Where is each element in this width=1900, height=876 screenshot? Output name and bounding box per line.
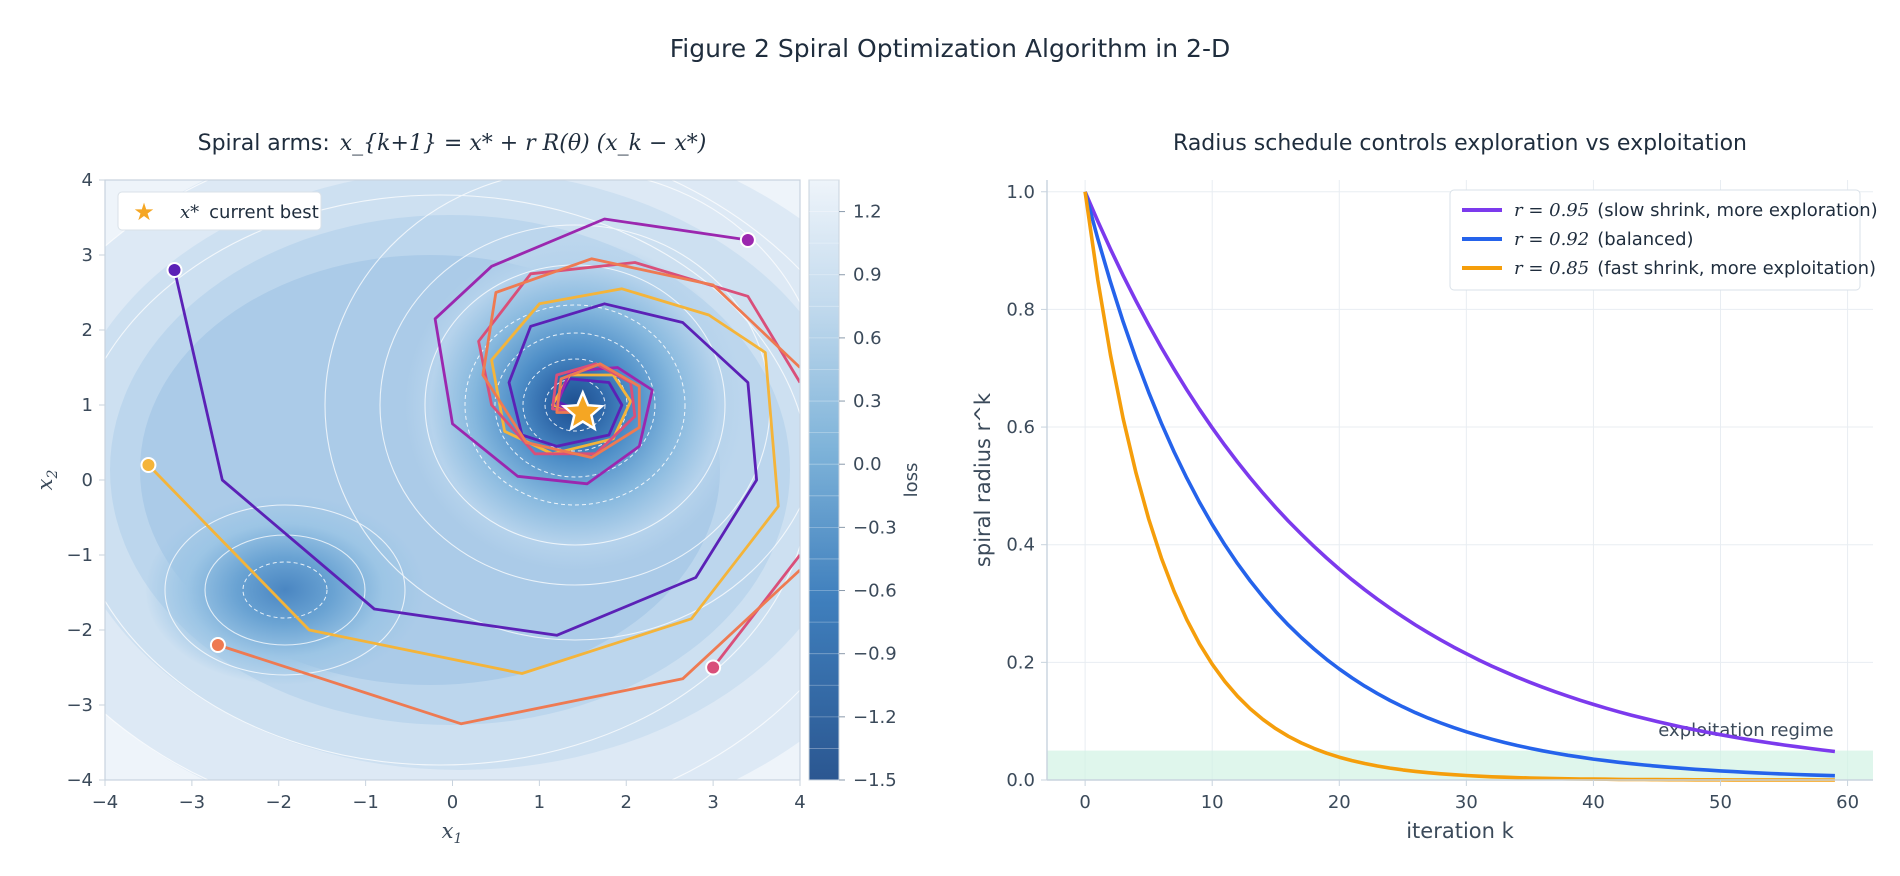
colorbar-label: loss (901, 463, 922, 498)
start-points (140, 232, 756, 676)
spiral-trajectory (173, 269, 758, 637)
colorbar-tick-label: 0.9 (853, 265, 882, 286)
colorbar-tick-label: 0.3 (853, 391, 882, 412)
spiral-trajectory (147, 287, 780, 675)
colorbar-tick-label: 0.0 (853, 454, 882, 475)
radius-legend-label: r = 0.95 (slow shrink, more exploration) (1514, 200, 1878, 221)
contour-xtick-label: −2 (265, 792, 292, 813)
best-point-marker (560, 389, 605, 432)
contour-xtick-label: 0 (447, 792, 458, 813)
contour-title-formula: x_{k+1} = x* + r R(θ) (x_k − x*) (340, 131, 707, 156)
spiral-trajectory (217, 568, 800, 726)
spiral-trajectory (481, 257, 800, 459)
colorbar-tick-label: −1.2 (853, 707, 897, 728)
start-point (166, 262, 183, 278)
radius-ytick-label: 0.8 (1006, 299, 1035, 320)
radius-xtick-label: 0 (1079, 792, 1090, 813)
contour-xtick-label: 3 (707, 792, 718, 813)
contour-xtick-label: 1 (534, 792, 545, 813)
exploitation-label: exploitation regime (1658, 720, 1833, 741)
radius-xtick-label: 60 (1836, 792, 1859, 813)
radius-ytick-label: 0.6 (1006, 417, 1035, 438)
colorbar-tick-label: −0.6 (853, 581, 897, 602)
trajectories (147, 217, 800, 726)
contour-ytick-label: 3 (82, 245, 93, 266)
start-point (739, 232, 756, 248)
radius-legend-label: r = 0.92 (balanced) (1514, 229, 1694, 250)
radius-series-line (1083, 191, 1836, 754)
radius-xlabel: iteration k (1406, 819, 1514, 843)
radius-ytick-label: 0.4 (1006, 535, 1035, 556)
colorbar-bands (809, 179, 839, 749)
contour-ylabel: x2 (33, 470, 61, 491)
best-star-icon (560, 389, 605, 432)
contour-ytick-label: 0 (82, 470, 93, 491)
radius-xtick-label: 10 (1201, 792, 1224, 813)
contour-legend: ★ x* current best (117, 191, 322, 231)
contour-tick-labels: −4 −3 −2 −1 0 1 2 3 4 −4 −3 −2 −1 0 1 2 3 4 (66, 170, 805, 813)
colorbar-tick-label: 0.6 (853, 328, 882, 349)
radius-ylabel: spiral radius r^k (971, 392, 995, 567)
contour-xtick-label: 2 (621, 792, 632, 813)
contour-xtick-label: −1 (352, 792, 379, 813)
contour-xtick-label: −4 (92, 792, 119, 813)
start-point (705, 659, 722, 676)
colorbar: −1.5 −1.2 −0.9 −0.6 −0.3 0.0 0.3 0.6 0.9 1.2 loss (808, 179, 922, 791)
colorbar-tick-label: −0.9 (853, 644, 897, 665)
radius-title: Radius schedule controls exploration vs … (1173, 131, 1747, 156)
radius-xtick-label: 30 (1455, 792, 1478, 813)
contour-field (105, 180, 800, 780)
radius-xtick-label: 50 (1709, 792, 1732, 813)
contour-xtick-label: −3 (179, 792, 206, 813)
start-point (140, 457, 157, 473)
contour-ytick-label: 2 (82, 320, 93, 341)
radius-ytick-label: 1.0 (1006, 182, 1035, 203)
contour-ytick-label: −4 (66, 770, 93, 791)
contour-ytick-label: 1 (82, 395, 93, 416)
radius-ytick-label: 0.2 (1006, 652, 1035, 673)
figure-title: Figure 2 Spiral Optimization Algorithm i… (670, 34, 1230, 63)
radius-panel: Radius schedule controls exploration vs … (971, 131, 1878, 843)
contour-title: Spiral arms: x_{k+1} = x* + r R(θ) (x_k −… (198, 131, 707, 156)
colorbar-tick-label: −0.3 (853, 517, 897, 538)
start-point (209, 637, 226, 653)
star-legend-icon: ★ (133, 198, 155, 226)
radius-tick-labels: 0 10 20 30 40 50 60 0.0 0.2 0.4 0.6 0.8 1.0 (1006, 182, 1859, 813)
contour-ytick-label: −1 (66, 545, 93, 566)
radius-legend-label: r = 0.85 (fast shrink, more exploitation) (1514, 258, 1876, 279)
colorbar-tick-label: −1.5 (853, 770, 897, 791)
contour-ytick-label: 4 (82, 170, 93, 191)
contour-xtick-label: 4 (794, 792, 805, 813)
radius-xtick-label: 40 (1582, 792, 1605, 813)
radius-series-line (1083, 191, 1835, 778)
colorbar-ticks: −1.5 −1.2 −0.9 −0.6 −0.3 0.0 0.3 0.6 0.9 1.2 (839, 202, 897, 791)
contour-panel: Spiral arms: x_{k+1} = x* + r R(θ) (x_k −… (33, 131, 922, 847)
radius-legend: r = 0.95 (slow shrink, more exploration) r… (1449, 189, 1878, 291)
contour-xlabel: x1 (442, 819, 463, 847)
contour-ytick-label: −3 (66, 695, 93, 716)
radius-ytick-label: 0.0 (1006, 770, 1035, 791)
radius-xtick-label: 20 (1328, 792, 1351, 813)
colorbar-tick-label: 1.2 (853, 202, 882, 223)
contour-ytick-label: −2 (66, 620, 93, 641)
legend-best-label: x* current best (180, 202, 319, 223)
radius-axes (1046, 180, 1873, 781)
